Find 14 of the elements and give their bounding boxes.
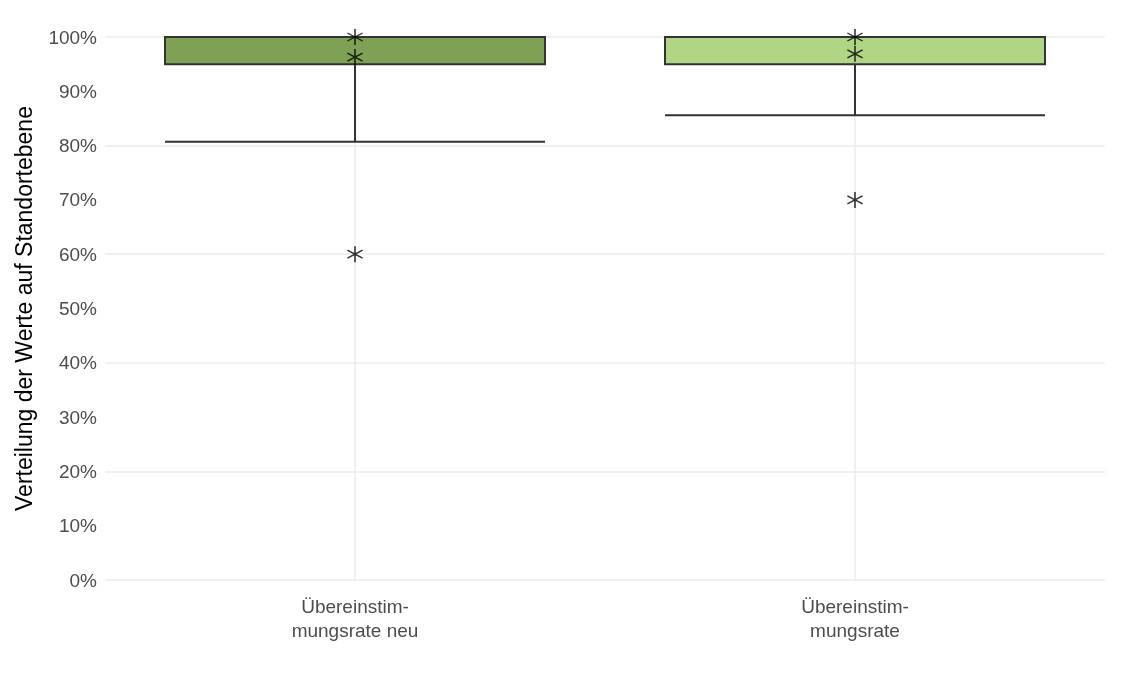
- y-tick-label: 100%: [48, 26, 98, 48]
- x-tick-label: Übereinstim- mungsrate: [801, 595, 909, 641]
- y-tick-label: 10%: [58, 515, 98, 537]
- y-tick-label: 40%: [58, 352, 98, 374]
- y-tick-label: 0%: [69, 569, 98, 591]
- y-tick-label: 70%: [58, 189, 98, 211]
- y-tick-label: 20%: [58, 460, 98, 482]
- y-tick-label: 60%: [58, 243, 98, 265]
- y-tick-label: 30%: [58, 406, 98, 428]
- x-tick-label: Übereinstim- mungsrate neu: [291, 595, 419, 641]
- y-axis-title: Verteilung der Werte auf Standortebene: [10, 106, 37, 511]
- y-tick-label: 80%: [58, 135, 98, 157]
- y-tick-label: 50%: [58, 298, 98, 319]
- y-tick-label: 90%: [58, 80, 98, 102]
